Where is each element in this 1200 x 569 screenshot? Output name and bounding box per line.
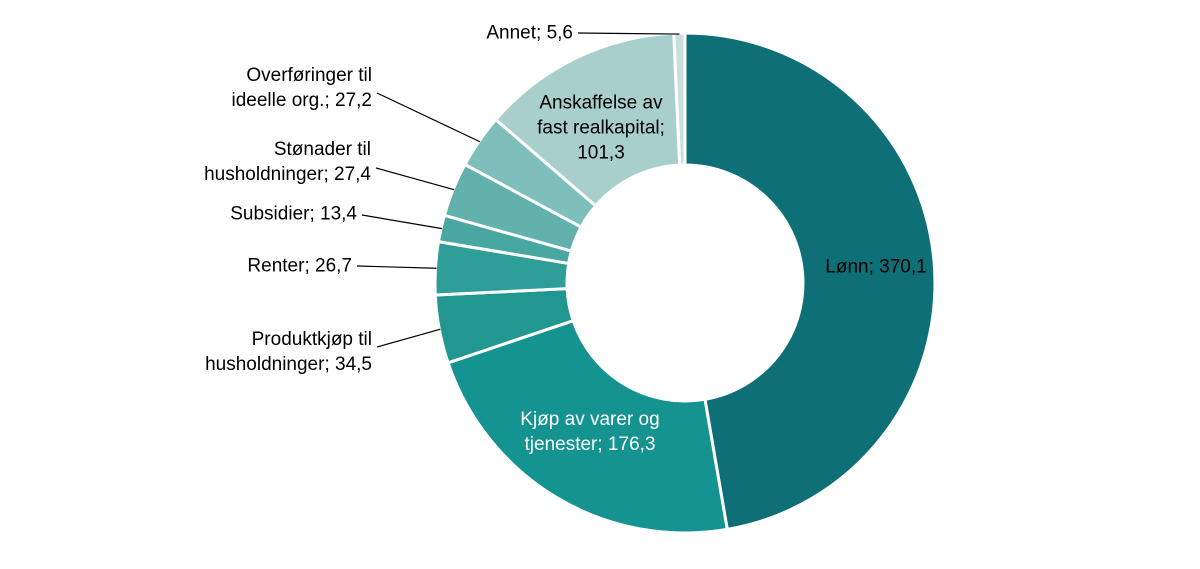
leader-line-overforinger-til-ideelle-org	[376, 92, 481, 143]
slice-kjop-av-varer-og-tjenester	[446, 319, 729, 535]
label-anskaffelse-av-fast-realkapital: Anskaffelse av fast realkapital; 101,3	[537, 93, 665, 164]
label-subsidier: Subsidier; 13,4	[230, 204, 357, 225]
leader-line-produktkjop-til-husholdninger	[376, 328, 441, 348]
label-lonn: Lønn; 370,1	[825, 257, 926, 278]
leader-line-renter	[356, 265, 437, 269]
slice-annet	[672, 31, 687, 167]
label-produktkjop-til-husholdninger: Produktkjøp til husholdninger; 34,5	[205, 329, 372, 375]
leader-line-subsidier	[361, 214, 443, 230]
label-stonader-til-husholdninger: Stønader til husholdninger; 27,4	[204, 139, 371, 185]
label-kjop-av-varer-og-tjenester: Kjøp av varer og tjenester; 176,3	[520, 409, 659, 455]
leader-line-annet	[577, 32, 680, 35]
leader-line-stonader-til-husholdninger	[375, 167, 455, 191]
label-renter: Renter; 26,7	[247, 256, 352, 277]
slice-lonn	[683, 31, 937, 531]
label-annet: Annet; 5,6	[486, 23, 573, 44]
label-overforinger-til-ideelle-org: Overføringer til ideelle org.; 27,2	[232, 65, 373, 111]
